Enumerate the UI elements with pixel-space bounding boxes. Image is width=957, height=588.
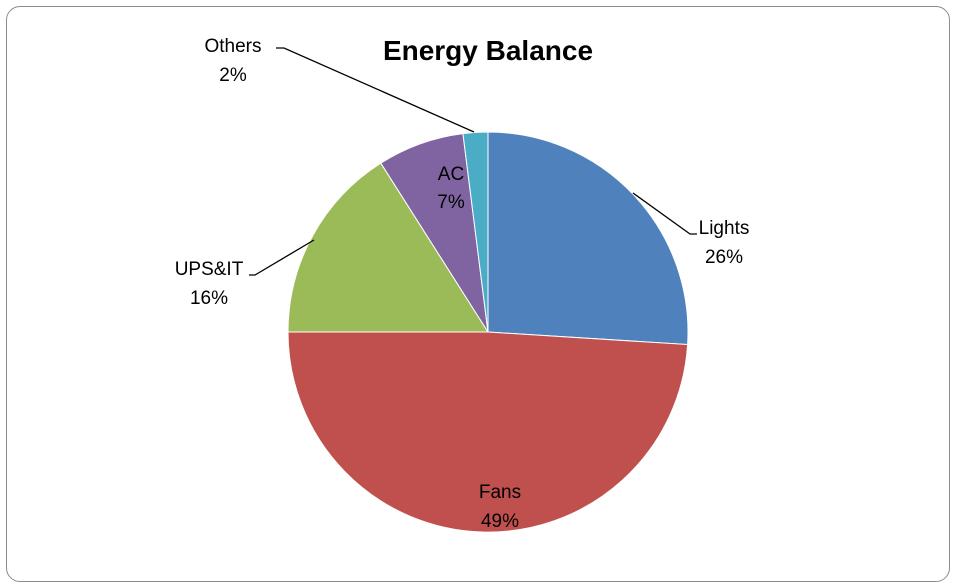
slice-value-ups-it: 16% — [190, 288, 228, 309]
slice-value-others: 2% — [219, 65, 247, 86]
pie-slice-ups-it — [287, 162, 489, 333]
leader-line-ups-it — [249, 239, 315, 276]
pie-slice-fans — [287, 331, 689, 533]
slice-label-ups-it: UPS&IT — [175, 259, 244, 280]
slice-label-ac: AC — [438, 164, 464, 185]
leader-lines — [249, 47, 697, 276]
pie-slice-lights — [487, 131, 689, 346]
slice-label-fans: Fans — [479, 482, 521, 503]
pie-slice-others — [462, 131, 489, 333]
slice-labels: Lights 26% Fans 49% UPS&IT 16% AC 7% Others 2% — [175, 36, 750, 532]
chart-title: Energy Balance — [383, 35, 593, 66]
pie-slices — [287, 131, 689, 533]
leader-line-others — [276, 47, 475, 133]
leader-line-lights — [632, 192, 697, 235]
slice-label-others: Others — [204, 36, 261, 57]
slice-value-ac: 7% — [437, 192, 465, 213]
slice-label-lights: Lights — [699, 218, 750, 239]
slice-value-fans: 49% — [481, 511, 519, 532]
slice-value-lights: 26% — [705, 247, 743, 268]
